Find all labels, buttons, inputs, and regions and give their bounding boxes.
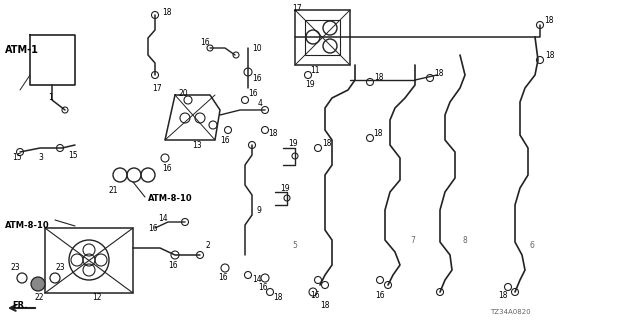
Text: 2: 2 — [205, 241, 210, 250]
Text: 16: 16 — [148, 223, 157, 233]
Text: 17: 17 — [292, 4, 301, 12]
Text: ATM-8-10: ATM-8-10 — [148, 194, 193, 203]
Text: 17: 17 — [152, 84, 162, 92]
Text: 13: 13 — [192, 140, 202, 149]
Text: 16: 16 — [168, 260, 178, 269]
Text: 23: 23 — [55, 263, 65, 273]
Text: 15: 15 — [12, 153, 22, 162]
Text: 8: 8 — [462, 236, 467, 244]
Text: 3: 3 — [38, 153, 43, 162]
Text: 6: 6 — [530, 241, 535, 250]
Text: 19: 19 — [288, 139, 298, 148]
Text: 18: 18 — [434, 68, 444, 77]
Text: 18: 18 — [268, 129, 278, 138]
Text: 5: 5 — [292, 241, 297, 250]
Text: 22: 22 — [34, 292, 44, 301]
Text: 18: 18 — [320, 300, 330, 309]
Text: 18: 18 — [544, 15, 554, 25]
Text: 4: 4 — [258, 99, 263, 108]
Text: 16: 16 — [248, 89, 258, 98]
Bar — [45, 228, 133, 293]
Text: 16: 16 — [252, 74, 262, 83]
Text: 10: 10 — [252, 44, 262, 52]
Text: 7: 7 — [410, 236, 415, 244]
Bar — [305, 20, 340, 55]
Text: 18: 18 — [322, 139, 332, 148]
Text: 14: 14 — [158, 213, 168, 222]
Text: 1: 1 — [48, 92, 52, 101]
Text: 18: 18 — [498, 291, 508, 300]
Text: 15: 15 — [68, 150, 77, 159]
Text: 16: 16 — [220, 135, 230, 145]
Text: 18: 18 — [273, 293, 282, 302]
Text: ATM-1: ATM-1 — [5, 45, 39, 55]
Text: 19: 19 — [305, 79, 315, 89]
Text: 21: 21 — [108, 186, 118, 195]
Text: 18: 18 — [162, 7, 172, 17]
Text: 14: 14 — [252, 276, 262, 284]
Bar — [295, 10, 350, 65]
Text: 18: 18 — [374, 73, 383, 82]
Text: ATM-8-10: ATM-8-10 — [5, 220, 50, 229]
Text: 16: 16 — [218, 274, 228, 283]
Text: 9: 9 — [256, 205, 261, 214]
Text: 16: 16 — [200, 37, 210, 46]
Text: 12: 12 — [92, 293, 102, 302]
Text: TZ34A0820: TZ34A0820 — [490, 309, 531, 315]
Text: 16: 16 — [375, 291, 385, 300]
Text: 16: 16 — [162, 164, 172, 172]
Text: 16: 16 — [310, 291, 319, 300]
Text: 16: 16 — [258, 284, 268, 292]
Text: 19: 19 — [280, 183, 290, 193]
Text: 11: 11 — [310, 66, 319, 75]
Circle shape — [31, 277, 45, 291]
Text: 20: 20 — [178, 89, 188, 98]
Text: 18: 18 — [373, 129, 383, 138]
Text: 18: 18 — [545, 51, 554, 60]
Text: FR.: FR. — [12, 300, 28, 309]
Text: 23: 23 — [10, 263, 20, 273]
